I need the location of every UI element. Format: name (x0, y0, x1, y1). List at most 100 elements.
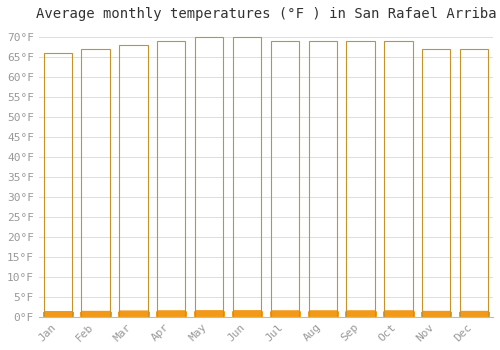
Bar (82, 313, 110, 316)
Bar (422, 314, 450, 316)
Bar (460, 313, 488, 316)
Bar (233, 312, 261, 315)
Bar (270, 312, 299, 315)
Bar (422, 312, 450, 315)
Bar (119, 314, 148, 316)
Bar (157, 314, 186, 317)
Bar (346, 312, 375, 314)
Bar (157, 313, 186, 315)
Bar (346, 311, 375, 314)
Bar (44, 313, 72, 315)
Bar (384, 313, 412, 315)
Bar (460, 313, 488, 315)
Bar (233, 312, 261, 314)
Bar (195, 313, 224, 316)
Bar (44, 312, 72, 315)
Bar (384, 314, 412, 317)
Bar (346, 314, 375, 317)
Bar (82, 313, 110, 316)
Bar (460, 313, 488, 316)
Bar (119, 313, 148, 315)
Bar (460, 314, 488, 317)
Bar (460, 312, 488, 315)
Bar (44, 313, 72, 315)
Bar (44, 313, 72, 316)
Bar (270, 313, 299, 316)
Bar (157, 312, 186, 315)
Bar (270, 313, 299, 315)
Bar (460, 313, 488, 316)
Bar (460, 312, 488, 315)
Bar (157, 313, 186, 315)
Bar (422, 312, 450, 315)
Bar (82, 314, 110, 317)
Bar (308, 312, 337, 315)
Bar (460, 312, 488, 314)
Bar (233, 313, 261, 315)
Bar (233, 313, 261, 316)
Bar (308, 312, 337, 315)
Bar (460, 314, 488, 317)
Bar (308, 312, 337, 315)
Bar (308, 312, 337, 314)
Bar (119, 314, 148, 316)
Bar (233, 314, 261, 316)
Bar (233, 314, 261, 316)
Bar (195, 312, 224, 315)
Bar (44, 314, 72, 316)
Bar (233, 313, 261, 316)
Bar (119, 314, 148, 317)
Bar (233, 313, 261, 316)
Bar (82, 313, 110, 315)
Bar (384, 314, 412, 317)
Bar (195, 313, 224, 315)
Bar (308, 312, 337, 314)
Bar (82, 314, 110, 316)
Bar (270, 312, 299, 315)
Bar (44, 313, 72, 315)
Bar (233, 312, 261, 315)
Bar (460, 313, 488, 315)
Bar (119, 314, 148, 317)
Bar (157, 312, 186, 315)
Bar (346, 313, 375, 316)
Bar (460, 314, 488, 316)
Bar (346, 314, 375, 317)
Bar (82, 313, 110, 316)
Bar (233, 312, 261, 315)
Bar (82, 312, 110, 315)
Bar (384, 313, 412, 316)
Bar (195, 314, 224, 316)
Bar (308, 312, 337, 314)
Bar (270, 312, 299, 315)
Bar (346, 314, 375, 316)
Bar (44, 53, 72, 317)
Bar (157, 314, 186, 316)
Bar (308, 312, 337, 315)
Bar (308, 314, 337, 317)
Bar (270, 314, 299, 316)
Bar (233, 312, 261, 314)
Bar (233, 311, 261, 314)
Bar (82, 312, 110, 315)
Bar (195, 314, 224, 316)
Bar (384, 313, 412, 315)
Bar (270, 312, 299, 314)
Bar (384, 312, 412, 314)
Bar (44, 312, 72, 315)
Bar (233, 313, 261, 316)
Bar (270, 313, 299, 316)
Bar (270, 312, 299, 315)
Bar (44, 313, 72, 316)
Bar (346, 313, 375, 316)
Bar (157, 314, 186, 317)
Bar (82, 313, 110, 315)
Bar (195, 312, 224, 315)
Bar (119, 313, 148, 316)
Bar (422, 312, 450, 314)
Bar (157, 313, 186, 315)
Bar (270, 313, 299, 316)
Bar (44, 314, 72, 316)
Bar (308, 314, 337, 316)
Bar (119, 314, 148, 317)
